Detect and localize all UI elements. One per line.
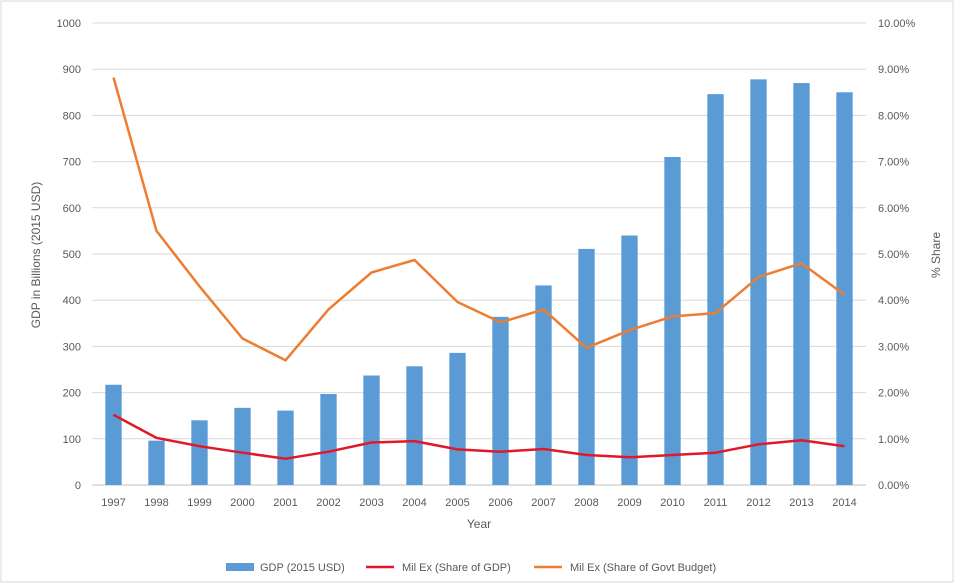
x-tick-label: 2011 — [704, 497, 728, 509]
x-axis-ticks: 1997 1998 1999 2000 2001 2002 2003 2004 2005 2006… — [101, 497, 856, 509]
left-tick-label: 600 — [63, 203, 81, 215]
legend-share-of-govt-budget-label: Mil Ex (Share of Govt Budget) — [570, 562, 716, 574]
left-tick-label: 800 — [63, 110, 81, 122]
share-lines — [112, 77, 846, 460]
right-tick-label: 8.00% — [878, 110, 909, 122]
bar-gdp — [664, 156, 681, 486]
right-tick-label: 0.00% — [878, 480, 909, 492]
x-axis-title: Year — [467, 517, 491, 531]
x-tick-label: 2013 — [789, 497, 813, 509]
x-tick-label: 2005 — [445, 497, 469, 509]
bar-gdp — [793, 83, 810, 485]
x-tick-label: 1999 — [187, 497, 211, 509]
right-tick-label: 5.00% — [878, 249, 909, 261]
left-tick-label: 100 — [63, 434, 81, 446]
x-tick-label: 2008 — [574, 497, 598, 509]
line-share-of-gdp — [112, 413, 845, 460]
right-tick-label: 10.00% — [878, 18, 916, 30]
legend: GDP (2015 USD) Mil Ex (Share of GDP) Mil E… — [226, 562, 716, 574]
x-tick-label: 2014 — [832, 497, 856, 509]
x-tick-label: 2009 — [617, 497, 641, 509]
bar-gdp — [535, 285, 552, 485]
x-tick-label: 2000 — [230, 497, 254, 509]
gridlines — [92, 22, 866, 486]
bar-gdp — [492, 316, 509, 485]
bar-gdp — [449, 352, 466, 485]
legend-gdp-swatch — [226, 563, 254, 571]
x-tick-label: 1998 — [144, 497, 168, 509]
bar-gdp — [234, 407, 251, 485]
legend-share-of-gdp-label: Mil Ex (Share of GDP) — [402, 562, 511, 574]
right-tick-label: 6.00% — [878, 203, 909, 215]
bar-gdp — [707, 94, 724, 485]
x-tick-label: 2004 — [402, 497, 426, 509]
x-tick-label: 2003 — [359, 497, 383, 509]
x-tick-label: 2007 — [531, 497, 555, 509]
x-tick-label: 2012 — [746, 497, 770, 509]
bar-gdp — [277, 410, 294, 485]
bar-gdp — [578, 248, 595, 485]
left-tick-label: 900 — [63, 64, 81, 76]
y-axis-right-title: % Share — [929, 232, 943, 278]
bar-gdp — [191, 420, 208, 485]
left-tick-label: 1000 — [57, 18, 81, 30]
line-share-of-govt-budget — [112, 77, 846, 362]
bar-gdp — [750, 79, 767, 485]
right-tick-label: 2.00% — [878, 388, 909, 400]
x-tick-label: 2001 — [273, 497, 297, 509]
right-axis-ticks: 0.00% 1.00% 2.00% 3.00% 4.00% 5.00% 6.00% 7.00%… — [878, 18, 916, 492]
x-tick-label: 1997 — [101, 497, 125, 509]
bar-gdp — [836, 92, 853, 486]
left-tick-label: 400 — [63, 295, 81, 307]
left-tick-label: 700 — [63, 157, 81, 169]
left-tick-label: 0 — [75, 480, 81, 492]
right-tick-label: 3.00% — [878, 341, 909, 353]
left-axis-ticks: 0 100 200 300 400 500 600 700 800 900 1000 — [57, 18, 81, 492]
right-tick-label: 1.00% — [878, 434, 909, 446]
gdp-bars — [105, 79, 853, 486]
x-tick-label: 2010 — [660, 497, 684, 509]
bar-gdp — [148, 440, 165, 485]
x-tick-label: 2002 — [316, 497, 340, 509]
left-tick-label: 300 — [63, 341, 81, 353]
bar-gdp — [363, 375, 380, 485]
left-tick-label: 500 — [63, 249, 81, 261]
legend-gdp-label: GDP (2015 USD) — [260, 562, 345, 574]
bar-gdp — [320, 393, 337, 485]
right-tick-label: 4.00% — [878, 295, 909, 307]
right-tick-label: 7.00% — [878, 157, 909, 169]
bar-gdp — [406, 366, 423, 485]
bar-gdp — [105, 384, 122, 485]
y-axis-title: GDP in Billions (2015 USD) — [29, 182, 43, 329]
left-tick-label: 200 — [63, 388, 81, 400]
x-tick-label: 2006 — [488, 497, 512, 509]
bar-gdp — [621, 235, 638, 485]
right-tick-label: 9.00% — [878, 64, 909, 76]
